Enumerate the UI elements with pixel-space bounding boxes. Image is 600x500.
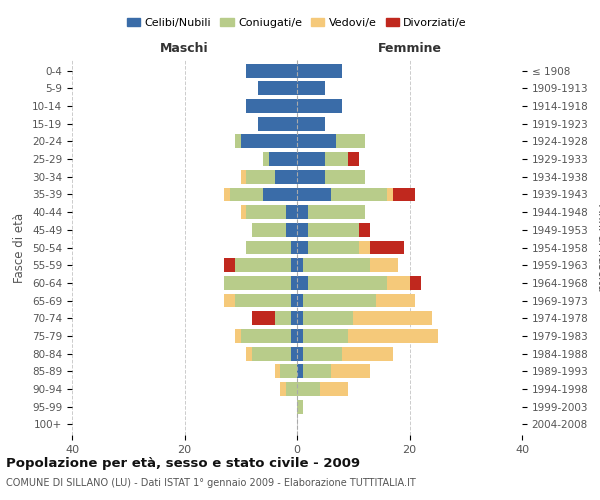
Bar xyxy=(241,134,297,148)
Bar xyxy=(297,364,302,378)
Bar xyxy=(224,188,229,202)
Bar xyxy=(370,258,398,272)
Bar xyxy=(308,240,359,254)
Bar xyxy=(297,117,325,130)
Bar xyxy=(409,276,421,290)
Bar xyxy=(302,312,353,325)
Bar xyxy=(275,170,297,183)
Bar xyxy=(269,152,297,166)
Bar xyxy=(297,240,308,254)
Bar xyxy=(297,258,302,272)
Bar xyxy=(252,346,292,360)
Bar xyxy=(392,188,415,202)
Bar xyxy=(297,152,325,166)
Bar xyxy=(297,64,342,78)
Bar xyxy=(297,170,325,183)
Bar xyxy=(247,346,252,360)
Bar xyxy=(331,364,370,378)
Bar xyxy=(275,312,292,325)
Bar xyxy=(297,134,337,148)
Bar xyxy=(308,223,359,236)
Bar xyxy=(252,223,286,236)
Bar xyxy=(263,152,269,166)
Bar xyxy=(263,188,297,202)
Bar xyxy=(292,312,297,325)
Bar xyxy=(247,170,275,183)
Bar xyxy=(235,294,292,308)
Bar xyxy=(387,188,392,202)
Legend: Celibi/Nubili, Coniugati/e, Vedovi/e, Divorziati/e: Celibi/Nubili, Coniugati/e, Vedovi/e, Di… xyxy=(122,13,472,32)
Bar xyxy=(308,276,387,290)
Bar xyxy=(247,205,286,219)
Bar xyxy=(347,329,437,343)
Bar xyxy=(292,346,297,360)
Bar xyxy=(247,64,297,78)
Y-axis label: Fasce di età: Fasce di età xyxy=(13,212,26,282)
Bar xyxy=(247,99,297,113)
Bar xyxy=(297,223,308,236)
Bar xyxy=(297,400,302,413)
Bar xyxy=(297,276,308,290)
Bar xyxy=(292,329,297,343)
Bar xyxy=(302,364,331,378)
Bar xyxy=(280,382,286,396)
Bar xyxy=(292,258,297,272)
Bar xyxy=(359,223,370,236)
Bar xyxy=(302,294,376,308)
Bar xyxy=(376,294,415,308)
Text: Femmine: Femmine xyxy=(377,42,442,54)
Bar xyxy=(286,205,297,219)
Bar xyxy=(325,170,365,183)
Bar xyxy=(387,276,409,290)
Bar xyxy=(302,329,347,343)
Bar xyxy=(280,364,297,378)
Bar xyxy=(297,346,302,360)
Bar xyxy=(297,329,302,343)
Bar xyxy=(224,294,235,308)
Bar xyxy=(297,99,342,113)
Bar xyxy=(359,240,370,254)
Bar xyxy=(297,294,302,308)
Bar xyxy=(241,329,292,343)
Bar xyxy=(257,82,297,95)
Y-axis label: Anni di nascita: Anni di nascita xyxy=(595,204,600,291)
Bar xyxy=(235,134,241,148)
Bar xyxy=(235,329,241,343)
Text: COMUNE DI SILLANO (LU) - Dati ISTAT 1° gennaio 2009 - Elaborazione TUTTITALIA.IT: COMUNE DI SILLANO (LU) - Dati ISTAT 1° g… xyxy=(6,478,416,488)
Bar xyxy=(297,382,320,396)
Bar xyxy=(241,170,247,183)
Bar xyxy=(320,382,347,396)
Bar xyxy=(302,258,370,272)
Bar xyxy=(257,117,297,130)
Bar xyxy=(347,152,359,166)
Bar xyxy=(342,346,392,360)
Bar xyxy=(297,82,325,95)
Bar xyxy=(275,364,280,378)
Bar xyxy=(325,152,347,166)
Bar xyxy=(241,205,247,219)
Bar xyxy=(292,294,297,308)
Text: Popolazione per età, sesso e stato civile - 2009: Popolazione per età, sesso e stato civil… xyxy=(6,458,360,470)
Bar xyxy=(247,240,292,254)
Bar xyxy=(331,188,387,202)
Bar xyxy=(292,276,297,290)
Bar xyxy=(337,134,365,148)
Bar xyxy=(252,312,275,325)
Bar xyxy=(353,312,432,325)
Bar xyxy=(286,223,297,236)
Bar xyxy=(235,258,292,272)
Bar xyxy=(224,258,235,272)
Bar xyxy=(229,188,263,202)
Text: Maschi: Maschi xyxy=(160,42,209,54)
Bar xyxy=(297,312,302,325)
Bar xyxy=(302,346,342,360)
Bar xyxy=(224,276,292,290)
Bar xyxy=(286,382,297,396)
Bar xyxy=(370,240,404,254)
Bar xyxy=(297,205,308,219)
Bar xyxy=(297,188,331,202)
Bar xyxy=(308,205,365,219)
Bar xyxy=(292,240,297,254)
